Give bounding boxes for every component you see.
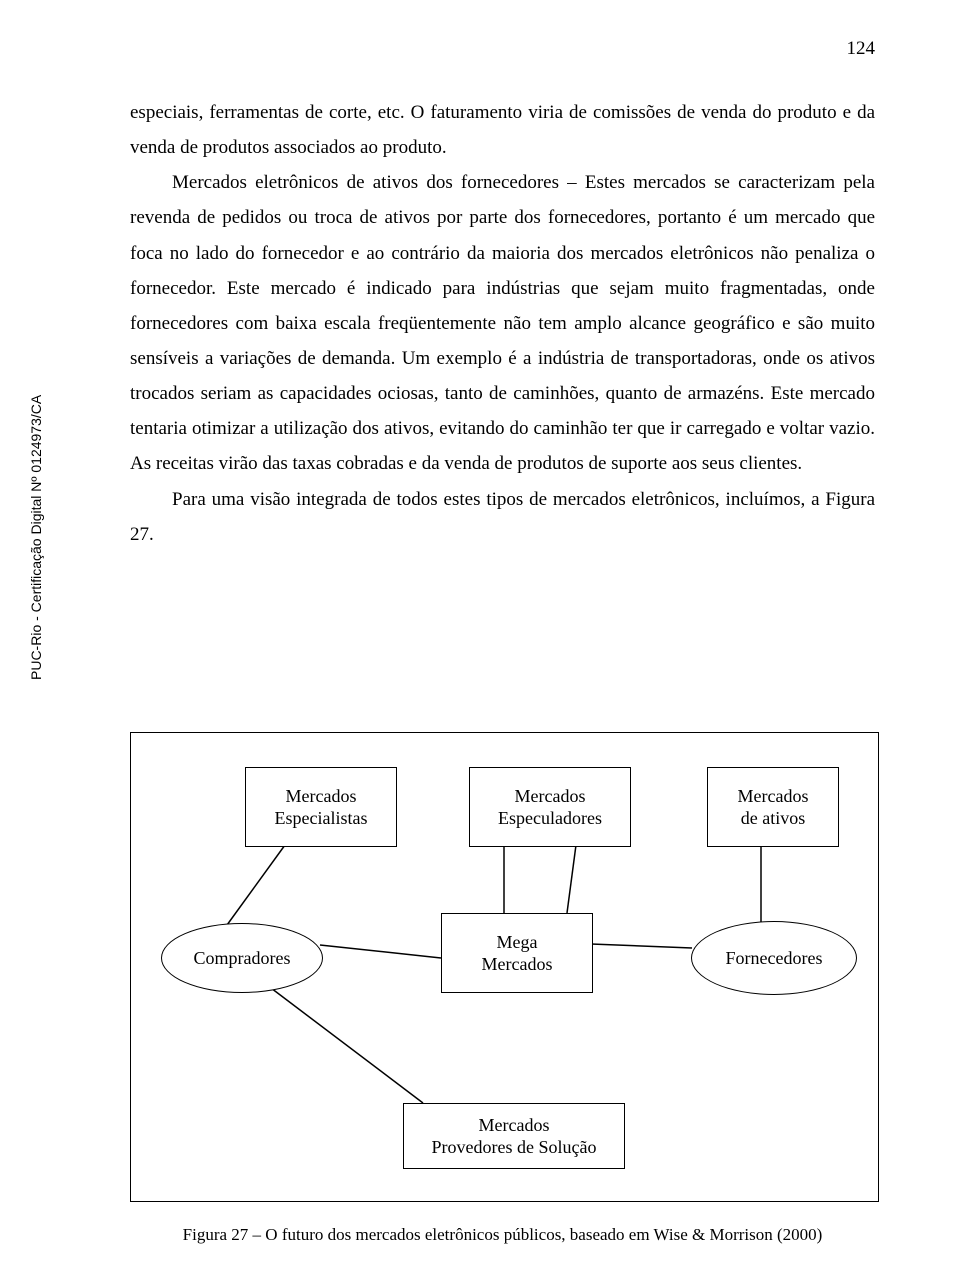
- paragraph-2: Mercados eletrônicos de ativos dos forne…: [130, 165, 875, 481]
- node-compradores: Compradores: [161, 923, 323, 993]
- node-ativos: Mercadosde ativos: [707, 767, 839, 847]
- side-certification-label: PUC-Rio - Certificação Digital Nº 012497…: [28, 395, 44, 680]
- node-fornecedores: Fornecedores: [691, 921, 857, 995]
- paragraph-3: Para uma visão integrada de todos estes …: [130, 482, 875, 552]
- paragraph-1: especiais, ferramentas de corte, etc. O …: [130, 95, 875, 165]
- diagram-frame: MercadosEspecialistas MercadosEspeculador…: [130, 732, 879, 1202]
- node-especuladores: MercadosEspeculadores: [469, 767, 631, 847]
- node-especialistas: MercadosEspecialistas: [245, 767, 397, 847]
- node-provedores: MercadosProvedores de Solução: [403, 1103, 625, 1169]
- body-text: especiais, ferramentas de corte, etc. O …: [130, 95, 875, 552]
- figure-caption: Figura 27 – O futuro dos mercados eletrô…: [130, 1225, 875, 1245]
- page-number: 124: [847, 38, 876, 60]
- node-mega: MegaMercados: [441, 913, 593, 993]
